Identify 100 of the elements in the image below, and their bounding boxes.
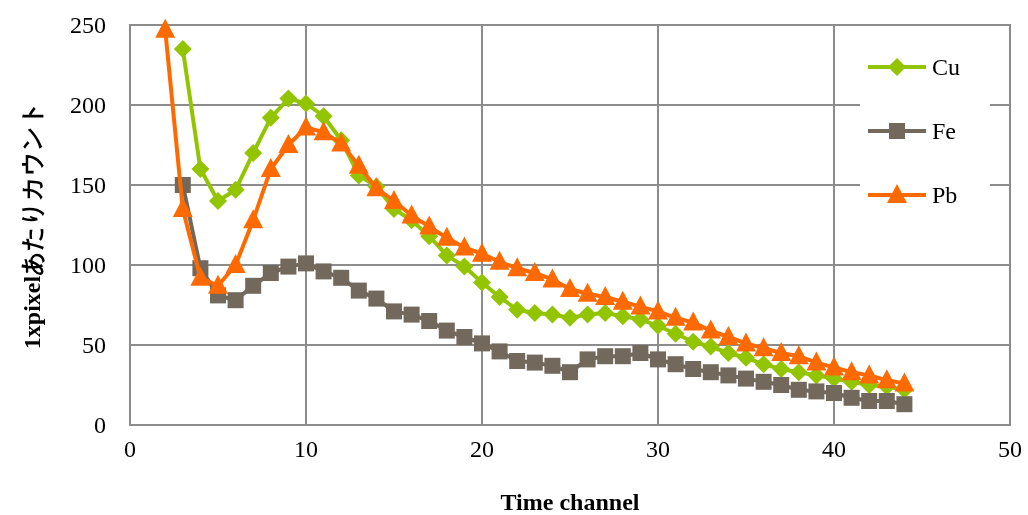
point bbox=[700, 319, 721, 339]
x-axis-title: Time channel bbox=[500, 489, 640, 515]
point bbox=[368, 290, 385, 307]
point bbox=[772, 360, 791, 378]
point bbox=[262, 265, 279, 281]
point bbox=[454, 236, 475, 256]
point bbox=[561, 308, 579, 327]
point bbox=[525, 304, 544, 322]
point bbox=[683, 311, 704, 331]
point bbox=[630, 295, 651, 315]
point bbox=[226, 180, 245, 199]
point bbox=[789, 363, 808, 382]
point bbox=[438, 322, 455, 339]
y-tick-label: 150 bbox=[70, 172, 106, 198]
point bbox=[298, 255, 314, 272]
point bbox=[667, 356, 684, 373]
point bbox=[386, 303, 402, 320]
point bbox=[841, 361, 862, 381]
point bbox=[419, 215, 440, 235]
point bbox=[718, 326, 739, 345]
point bbox=[701, 337, 720, 356]
point bbox=[894, 372, 915, 392]
point bbox=[173, 40, 192, 58]
point bbox=[507, 257, 528, 277]
point bbox=[490, 288, 509, 306]
point bbox=[790, 381, 807, 398]
point bbox=[878, 393, 895, 409]
point bbox=[474, 335, 490, 352]
point bbox=[403, 306, 420, 323]
point bbox=[524, 262, 545, 281]
point bbox=[702, 364, 719, 381]
point bbox=[333, 269, 350, 286]
point bbox=[314, 107, 333, 126]
point bbox=[560, 278, 580, 297]
legend-label: Pb bbox=[932, 182, 958, 208]
point bbox=[244, 144, 263, 162]
point bbox=[579, 351, 596, 368]
point bbox=[489, 250, 510, 270]
x-tick-label: 40 bbox=[822, 436, 846, 462]
point bbox=[861, 393, 878, 409]
point bbox=[315, 263, 332, 280]
point bbox=[279, 89, 298, 108]
y-tick-label: 100 bbox=[70, 252, 106, 278]
point bbox=[225, 254, 246, 273]
point bbox=[771, 342, 792, 361]
point bbox=[614, 348, 631, 365]
point bbox=[227, 292, 244, 309]
y-tick-label: 0 bbox=[94, 412, 106, 438]
y-axis-title: 1xpixelあたりカウント bbox=[19, 100, 45, 350]
point bbox=[650, 351, 666, 368]
point bbox=[562, 364, 578, 381]
x-tick-label: 0 bbox=[124, 436, 136, 462]
point bbox=[526, 354, 543, 371]
point bbox=[595, 286, 616, 305]
point bbox=[685, 361, 702, 377]
point bbox=[613, 307, 632, 326]
point bbox=[172, 198, 193, 217]
x-tick-label: 50 bbox=[998, 436, 1022, 462]
point bbox=[753, 337, 774, 357]
point bbox=[826, 385, 842, 401]
point bbox=[755, 373, 772, 390]
point bbox=[665, 306, 686, 326]
y-tick-label: 50 bbox=[82, 332, 106, 358]
point bbox=[719, 344, 738, 362]
point bbox=[843, 389, 860, 406]
point bbox=[577, 282, 598, 302]
point bbox=[313, 121, 334, 141]
point bbox=[491, 343, 508, 360]
point bbox=[736, 332, 756, 352]
point bbox=[808, 383, 825, 400]
point bbox=[155, 18, 176, 38]
point bbox=[578, 305, 597, 324]
point bbox=[384, 190, 404, 209]
point bbox=[297, 94, 315, 113]
point bbox=[596, 304, 615, 322]
point bbox=[859, 364, 880, 384]
point bbox=[632, 345, 649, 361]
point bbox=[208, 274, 228, 294]
point bbox=[472, 242, 492, 262]
point bbox=[597, 348, 614, 365]
point bbox=[191, 160, 210, 178]
point bbox=[243, 209, 264, 229]
point bbox=[824, 356, 844, 376]
point bbox=[260, 158, 281, 177]
point bbox=[473, 273, 491, 292]
point bbox=[612, 290, 633, 310]
point bbox=[543, 305, 562, 324]
point bbox=[896, 396, 913, 413]
point bbox=[876, 369, 897, 389]
point bbox=[773, 377, 790, 393]
point bbox=[806, 351, 827, 371]
point bbox=[280, 258, 297, 275]
x-tick-label: 20 bbox=[470, 436, 494, 462]
point bbox=[788, 345, 809, 365]
point bbox=[544, 357, 561, 374]
point bbox=[261, 108, 280, 127]
point bbox=[509, 353, 526, 369]
point bbox=[666, 324, 685, 343]
point bbox=[684, 332, 703, 351]
point bbox=[296, 116, 316, 136]
